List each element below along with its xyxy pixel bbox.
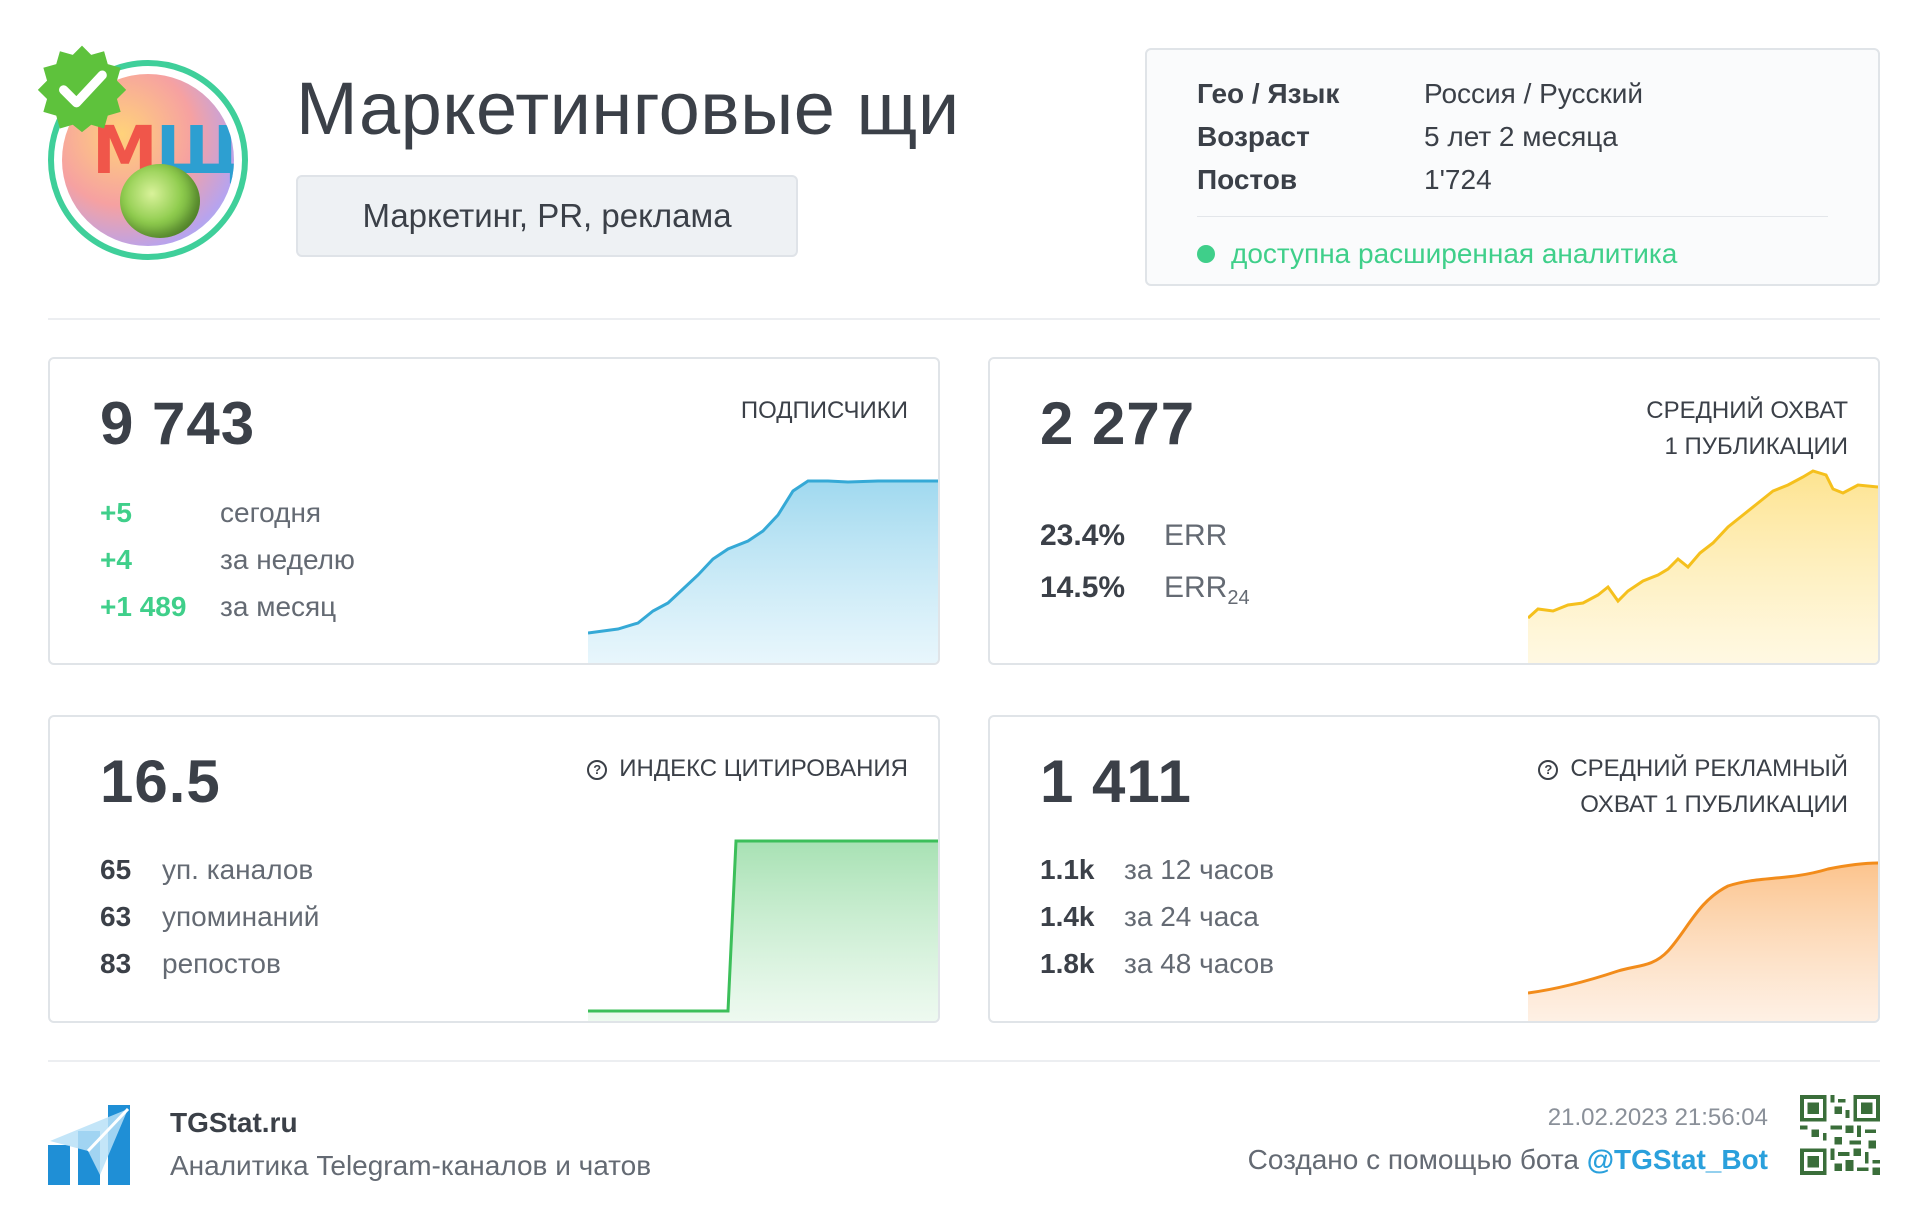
ad-reach-count: 1 411 bbox=[1040, 748, 1192, 815]
brand-name[interactable]: TGStat.ru bbox=[170, 1107, 298, 1138]
ad-reach-label[interactable]: ? СРЕДНИЙ РЕКЛАМНЫЙ ОХВАТ 1 ПУБЛИКАЦИИ bbox=[1538, 751, 1848, 823]
subscribers-card[interactable]: 9 743 ПОДПИСЧИКИ +5 сегодня +4 за неделю… bbox=[48, 357, 940, 665]
citation-index-label[interactable]: ? ИНДЕКС ЦИТИРОВАНИЯ bbox=[587, 751, 908, 787]
ad-reach-card[interactable]: 1 411 ? СРЕДНИЙ РЕКЛАМНЫЙ ОХВАТ 1 ПУБЛИКАЦ… bbox=[988, 715, 1880, 1023]
info-key-geo: Гео / Язык bbox=[1197, 78, 1340, 109]
analytics-status[interactable]: доступна расширенная аналитика bbox=[1197, 238, 1677, 270]
cabbage-icon bbox=[120, 164, 200, 238]
ad-reach-48h-label: за 48 часов bbox=[1124, 948, 1275, 979]
reach-count: 2 277 bbox=[1040, 390, 1196, 457]
qr-code-icon[interactable] bbox=[1800, 1095, 1880, 1175]
created-with-bot: Создано с помощью бота @TGStat_Bot bbox=[1247, 1144, 1768, 1175]
header-divider bbox=[48, 318, 1880, 320]
channel-info-panel: Гео / Язык Россия / Русский Возраст 5 ле… bbox=[1145, 48, 1880, 286]
subscribers-week-label: за неделю bbox=[220, 544, 355, 575]
citation-index-card[interactable]: 16.5 ? ИНДЕКС ЦИТИРОВАНИЯ 65 уп. каналов … bbox=[48, 715, 940, 1023]
report-timestamp: 21.02.2023 21:56:04 bbox=[1547, 1104, 1768, 1131]
mentions-label: упоминаний bbox=[162, 901, 320, 932]
reposts-num: 83 bbox=[100, 948, 132, 979]
info-value-age: 5 лет 2 месяца bbox=[1424, 121, 1618, 152]
ad-reach-sparkline bbox=[1528, 861, 1878, 1021]
mention-channels-num: 65 bbox=[100, 854, 132, 885]
subscribers-count: 9 743 bbox=[100, 390, 256, 457]
err-value: 23.4% bbox=[1040, 519, 1126, 552]
subscribers-label: ПОДПИСЧИКИ bbox=[740, 397, 908, 424]
info-key-posts: Постов bbox=[1197, 164, 1298, 195]
analytics-status-text: доступна расширенная аналитика bbox=[1231, 238, 1678, 269]
reach-sparkline bbox=[1528, 469, 1878, 663]
err24-value: 14.5% bbox=[1040, 571, 1126, 604]
info-value-posts: 1'724 bbox=[1424, 164, 1492, 195]
mentions-num: 63 bbox=[100, 901, 132, 932]
reach-label: СРЕДНИЙ ОХВАТ 1 ПУБЛИКАЦИИ bbox=[1646, 397, 1848, 460]
err24-label: ERR24 bbox=[1164, 571, 1250, 609]
subscribers-week-num: +4 bbox=[100, 544, 132, 575]
citation-index-sparkline bbox=[588, 839, 938, 1021]
subscribers-today-num: +5 bbox=[100, 497, 132, 528]
reposts-label: репостов bbox=[162, 948, 281, 979]
citation-index-value: 16.5 bbox=[100, 748, 221, 815]
ad-reach-12h-num: 1.1k bbox=[1040, 854, 1095, 885]
category-badge[interactable]: Маркетинг, PR, реклама bbox=[296, 175, 798, 257]
footer-divider bbox=[48, 1060, 1880, 1062]
info-divider bbox=[1197, 216, 1828, 217]
info-value-geo: Россия / Русский bbox=[1424, 78, 1644, 109]
help-icon[interactable]: ? bbox=[587, 760, 608, 780]
bot-handle-link[interactable]: @TGStat_Bot bbox=[1586, 1144, 1768, 1175]
help-icon[interactable]: ? bbox=[1538, 760, 1559, 780]
err-label: ERR bbox=[1164, 519, 1228, 552]
subscribers-sparkline bbox=[588, 479, 938, 663]
subscribers-month-label: за месяц bbox=[220, 591, 337, 622]
brand-tagline: Аналитика Telegram-каналов и чатов bbox=[170, 1150, 652, 1181]
tgstat-logo-icon[interactable] bbox=[48, 1103, 132, 1187]
ad-reach-24h-label: за 24 часа bbox=[1124, 901, 1259, 932]
ad-reach-12h-label: за 12 часов bbox=[1124, 854, 1275, 885]
subscribers-month-num: +1 489 bbox=[100, 591, 187, 622]
channel-title: Маркетинговые щи bbox=[296, 67, 960, 150]
ad-reach-24h-num: 1.4k bbox=[1040, 901, 1095, 932]
info-key-age: Возраст bbox=[1197, 121, 1310, 152]
ad-reach-48h-num: 1.8k bbox=[1040, 948, 1095, 979]
subscribers-today-label: сегодня bbox=[220, 497, 322, 528]
mention-channels-label: уп. каналов bbox=[162, 854, 314, 885]
status-dot-icon bbox=[1197, 245, 1215, 263]
reach-card[interactable]: 2 277 СРЕДНИЙ ОХВАТ 1 ПУБЛИКАЦИИ 23.4% ER… bbox=[988, 357, 1880, 665]
verified-badge-icon bbox=[37, 45, 127, 133]
